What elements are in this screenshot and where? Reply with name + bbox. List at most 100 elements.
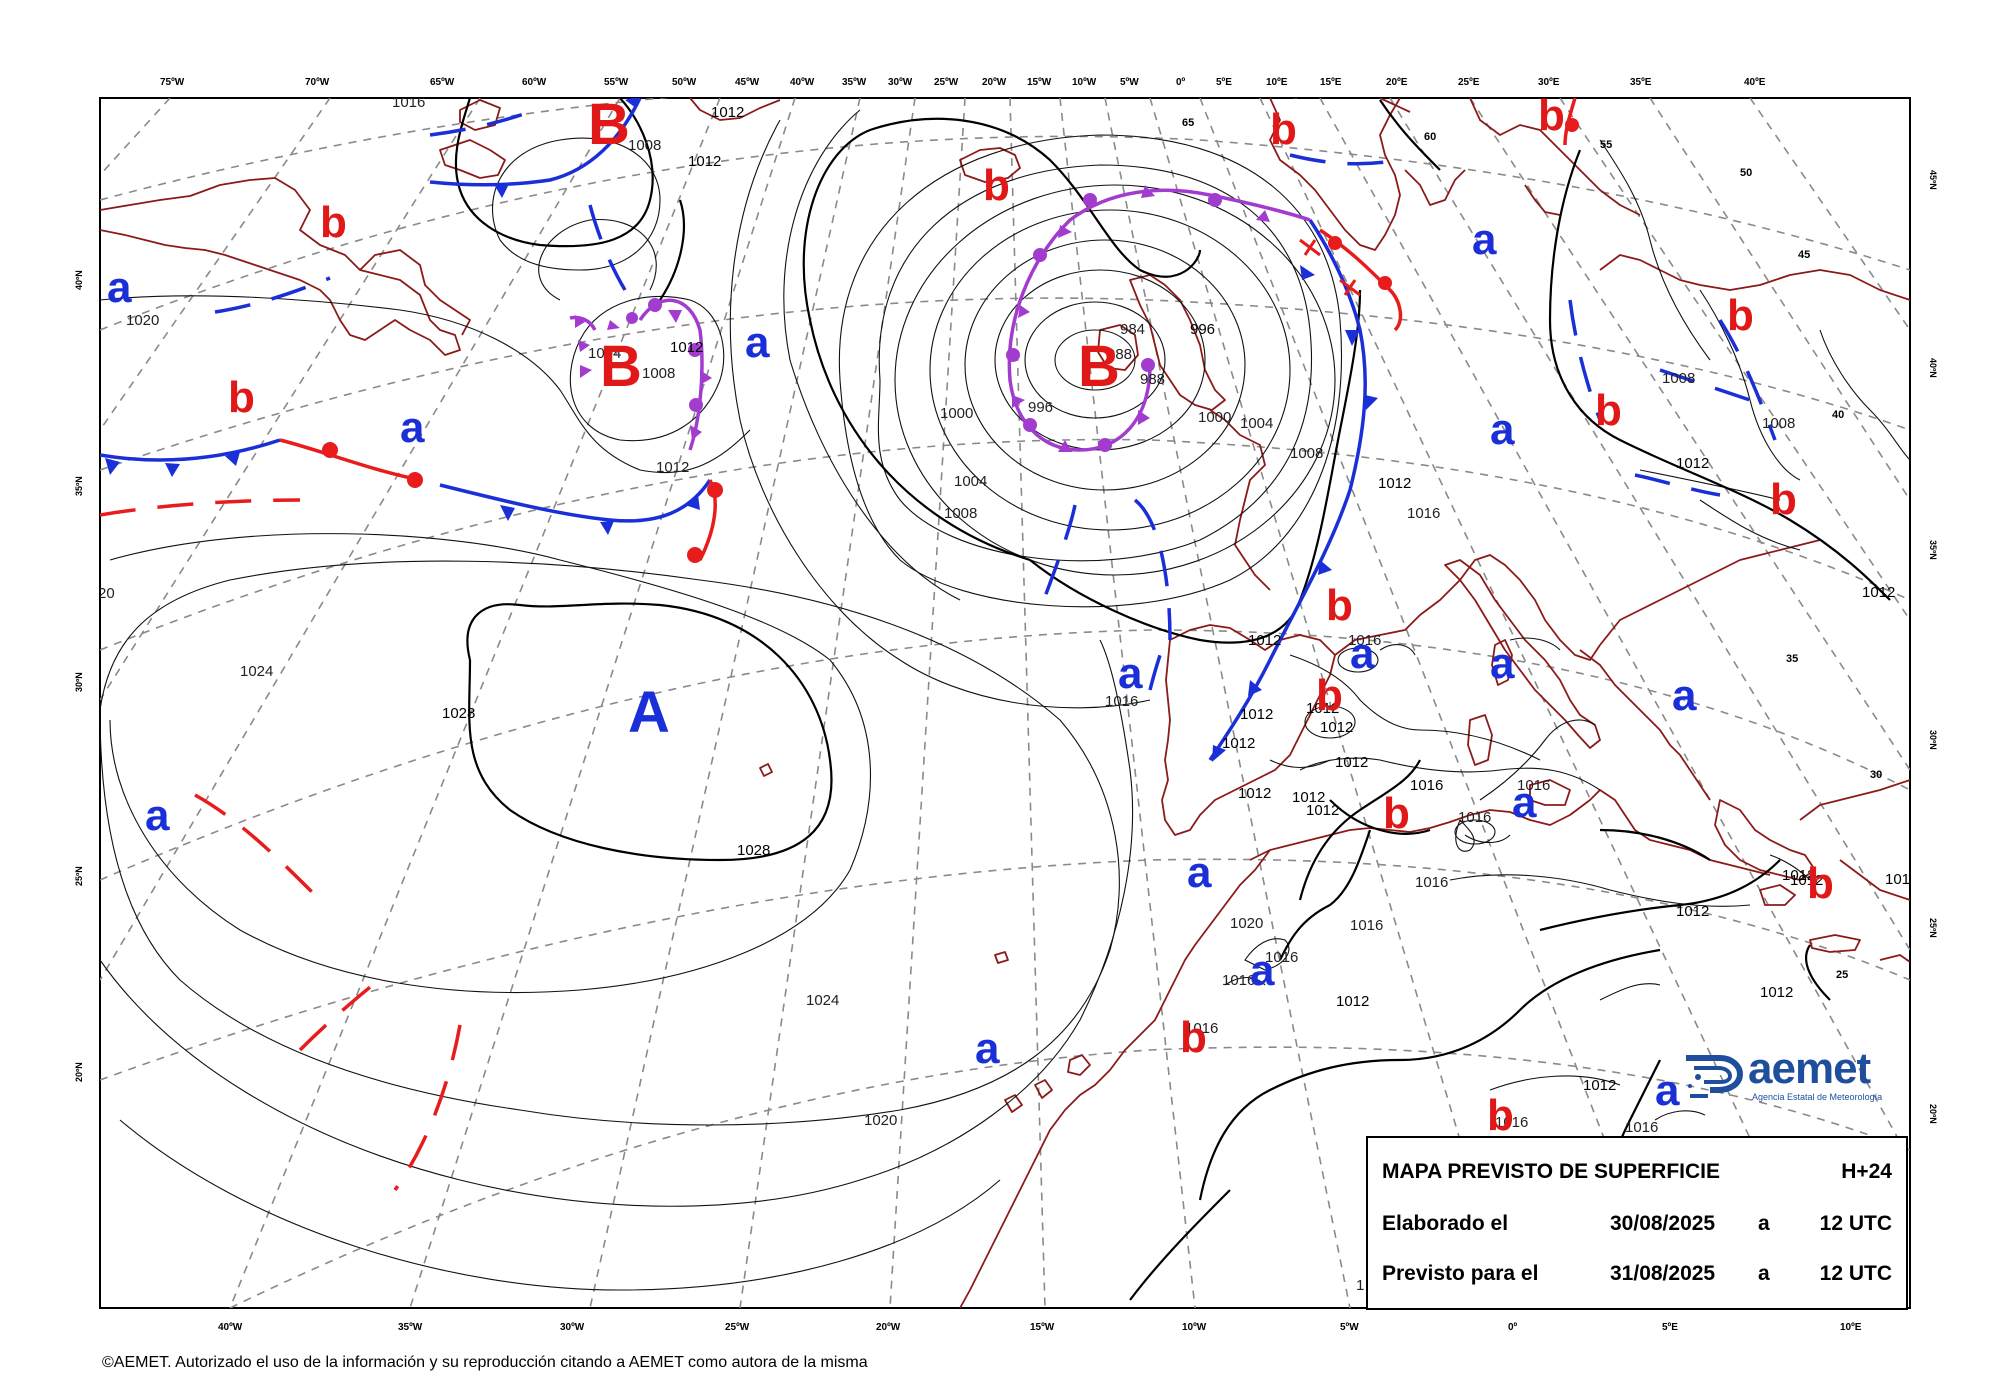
- lon-labels-top: 75ºW 70ºW 65ºW 60ºW 55ºW 50ºW 45ºW 40ºW …: [160, 77, 1766, 88]
- copyright-notice: ©AEMET. Autorizado el uso de la informac…: [102, 1354, 868, 1371]
- isobar-label: 988: [1140, 371, 1165, 388]
- lat-labels-left: 40ºN 35ºN 30ºN 25ºN 20ºN: [74, 270, 84, 1082]
- lon-label: 30ºE: [1538, 77, 1560, 88]
- high-minor-letter: a: [1187, 848, 1212, 897]
- aemet-logo-mark: [1686, 1055, 1744, 1098]
- aemet-logo: aemet Agencia Estatal de Meteorología: [1680, 1044, 1910, 1106]
- high-minor-letter: a: [1350, 629, 1375, 678]
- isobars-thin: [100, 109, 1910, 1291]
- pressure-centres: A B B B a a a a a a a a a a a a a a a b …: [107, 91, 1834, 1140]
- low-minor-letter: b: [1270, 105, 1297, 154]
- isobar-label: 996: [1028, 399, 1053, 416]
- legend-valid-label: Previsto para el: [1382, 1262, 1539, 1285]
- lat-label: 20ºN: [74, 1062, 84, 1082]
- high-minor-letter: a: [1118, 649, 1143, 698]
- grid-label: 60: [1424, 131, 1436, 143]
- isobar-label: 1020: [864, 1112, 897, 1129]
- isobar-label: 996: [1190, 321, 1215, 338]
- low-minor-letter: b: [1316, 671, 1343, 720]
- isobar-label: 1012: [1248, 632, 1281, 649]
- lon-label: 35ºE: [1630, 77, 1652, 88]
- isobar-label: 1000: [940, 405, 973, 422]
- isobar-label: 1016: [1625, 1119, 1658, 1136]
- low-minor-letter: b: [1807, 859, 1834, 908]
- lon-label: 25ºW: [725, 1322, 750, 1333]
- low-minor-letter: b: [1487, 1091, 1514, 1140]
- lon-label: 65ºW: [430, 77, 455, 88]
- isobar-label: 1012: [1335, 754, 1368, 771]
- isobar-label: 1016: [1185, 1020, 1218, 1037]
- logo-text: aemet: [1748, 1044, 1871, 1093]
- legend-horizon: H+24: [1841, 1160, 1892, 1183]
- lon-label: 40ºE: [1744, 77, 1766, 88]
- high-minor-letter: a: [1472, 215, 1497, 264]
- grid-label: 55: [1600, 139, 1612, 151]
- grid-label: 50: [1740, 167, 1752, 179]
- legend-made-time: 12 UTC: [1819, 1212, 1892, 1235]
- lon-label: 25ºW: [934, 77, 959, 88]
- isobar-label: 1012: [1222, 735, 1255, 752]
- isobar-label: 1008: [1762, 415, 1795, 432]
- high-minor-letter: a: [107, 263, 132, 312]
- isobar-label: 1028: [737, 842, 770, 859]
- high-minor-letter: a: [975, 1024, 1000, 1073]
- warm-front-semicircles: [322, 118, 1579, 563]
- lon-label: 5ºW: [1340, 1322, 1359, 1333]
- lon-labels-bottom: 40ºW 35ºW 30ºW 25ºW 20ºW 15ºW 10ºW 5ºW 0…: [218, 1322, 1862, 1333]
- lat-label: 20ºN: [1928, 1104, 1938, 1124]
- isobar-label: 1000: [1198, 409, 1231, 426]
- isobar-label: 1016: [1410, 777, 1443, 794]
- isobar-label: 1012: [1292, 789, 1325, 806]
- lon-label: 15ºW: [1030, 1322, 1055, 1333]
- isobar-label: 1016: [1407, 505, 1440, 522]
- legend-made-label: Elaborado el: [1382, 1212, 1509, 1235]
- lon-label: 40ºW: [218, 1322, 243, 1333]
- isobar-label: 1016: [1222, 972, 1255, 989]
- low-centre-letter: B: [588, 92, 630, 157]
- isobar-label: 1016: [1495, 1114, 1528, 1131]
- isobar-label: 1012: [656, 459, 689, 476]
- isobar-label: 1012: [1790, 872, 1823, 889]
- lon-label: 0º: [1176, 77, 1186, 88]
- lon-label: 25ºE: [1458, 77, 1480, 88]
- isobar-label: 1012: [670, 339, 703, 356]
- isobar-label: 1016: [1350, 917, 1383, 934]
- coastlines: [100, 98, 1910, 1308]
- lon-label: 10ºE: [1266, 77, 1288, 88]
- isobar-label: 1008: [1290, 445, 1323, 462]
- isobar-label: 20: [98, 585, 115, 602]
- lat-label: 25ºN: [1928, 918, 1938, 938]
- lat-label: 25ºN: [74, 866, 84, 886]
- low-minor-letter: b: [1727, 291, 1754, 340]
- lat-labels-right: 45ºN 40ºN 35ºN 30ºN 25ºN 20ºN: [1928, 170, 1938, 1124]
- lat-label: 30ºN: [74, 672, 84, 692]
- isobar-label: 1012: [1320, 719, 1353, 736]
- low-centre-letter: B: [600, 334, 642, 399]
- high-minor-letter: a: [745, 318, 770, 367]
- isobar-label: 1016: [1517, 777, 1550, 794]
- low-minor-letter: b: [1326, 581, 1353, 630]
- lon-label: 0º: [1508, 1322, 1518, 1333]
- legend-valid-date: 31/08/2025: [1610, 1262, 1716, 1285]
- low-minor-letter: b: [1595, 386, 1622, 435]
- lat-label: 35ºN: [74, 476, 84, 496]
- legend-box: MAPA PREVISTO DE SUPERFICIE H+24 Elabora…: [1366, 1136, 1908, 1310]
- isobar-label: 988: [1107, 346, 1132, 363]
- legend-made-at: a: [1758, 1212, 1770, 1235]
- low-minor-letter: b: [1538, 91, 1565, 140]
- isobar-label: 1012: [1885, 871, 1918, 888]
- isobar-label: 1012: [1306, 802, 1339, 819]
- high-minor-letter: a: [145, 791, 170, 840]
- isobar-label: 1008: [1662, 370, 1695, 387]
- inner-grid-labels: 65 60 55 50 45 40 35 30 25: [1182, 117, 1882, 981]
- lon-label: 15ºW: [1027, 77, 1052, 88]
- map-frame: [99, 97, 1911, 1309]
- legend-made-date: 30/08/2025: [1610, 1212, 1716, 1235]
- isobar-label: 1012: [1583, 1077, 1616, 1094]
- lon-label: 30ºW: [888, 77, 913, 88]
- grid-label: 25: [1836, 969, 1848, 981]
- lat-label: 40ºN: [1928, 358, 1938, 378]
- lon-label: 55ºW: [604, 77, 629, 88]
- isobar-label: 1012: [1306, 700, 1339, 717]
